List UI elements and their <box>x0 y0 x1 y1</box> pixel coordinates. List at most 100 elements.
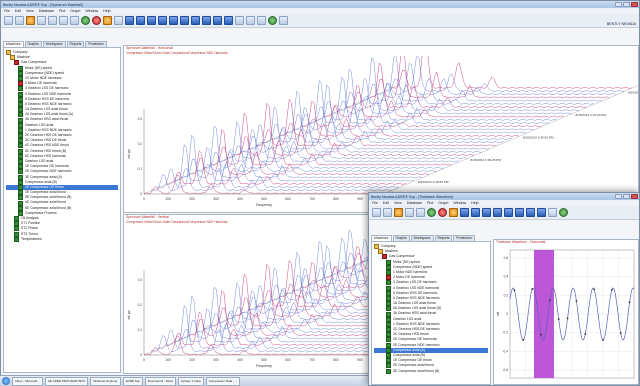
print-icon[interactable] <box>37 16 46 25</box>
front-menu-file[interactable]: File <box>372 201 378 205</box>
tree-item[interactable]: ST1 Position <box>6 221 118 227</box>
tree-item[interactable]: Compressor axial (B) <box>6 180 118 185</box>
copy-icon[interactable] <box>416 208 425 217</box>
settings-icon[interactable] <box>257 16 266 25</box>
taskbar-task[interactable]: Compressor Data - ... <box>205 376 241 386</box>
stop-icon[interactable] <box>92 16 101 25</box>
tree-item[interactable]: 5C Gearbox HSS thrust (B) <box>6 149 118 154</box>
tree-item[interactable]: 2A Gearbox LSS axial thrust (B) <box>374 306 488 312</box>
grid-icon[interactable] <box>548 208 557 217</box>
refresh-icon[interactable] <box>559 208 568 217</box>
tree-item[interactable]: Motor (DE) speed <box>6 66 118 71</box>
tree-item[interactable]: 5 Gearbox HSS DE harmonic <box>374 291 488 296</box>
front-machine-tree[interactable]: Company Machine Gas Compressor Motor (DE) s… <box>371 241 491 385</box>
plot-bar-icon[interactable] <box>224 16 233 25</box>
tree-item[interactable]: Compressor (NDE) speed <box>6 71 118 76</box>
tree-item[interactable]: 2 Motor DE harmonic <box>6 81 118 87</box>
grid-icon[interactable] <box>246 16 255 25</box>
tree-item[interactable]: 6 Gearbox HSS NDE harmonic <box>6 102 118 107</box>
tree-item[interactable]: Machine <box>6 55 118 61</box>
tree-item[interactable]: Gearbox LSS axial <box>374 317 488 322</box>
front-menu-edit[interactable]: Edit <box>382 201 389 205</box>
tab-protection[interactable]: Protection <box>85 41 107 47</box>
tree-item[interactable]: Company <box>374 244 488 250</box>
tree-item[interactable]: 3 Gearbox LSS DE harmonic <box>6 86 118 92</box>
taskbar-task[interactable]: GE ADRE PROGRAM INFO <box>44 376 89 386</box>
copy-icon[interactable] <box>59 16 68 25</box>
menu-view[interactable]: View <box>26 9 34 13</box>
tree-item[interactable]: Company <box>6 50 118 56</box>
front-tab-graphs[interactable]: Graphs <box>392 235 410 241</box>
plot-polar-icon[interactable] <box>136 16 145 25</box>
close-button[interactable] <box>631 2 638 7</box>
tree-item[interactable]: 1X Motor NDE harmonic <box>6 76 118 82</box>
front-tab-reports[interactable]: Reports <box>434 235 453 241</box>
connect-icon[interactable] <box>81 16 90 25</box>
menu-help[interactable]: Help <box>103 9 111 13</box>
tree-item[interactable]: 3C Gearbox HSS thrust <box>374 332 488 338</box>
highlight-band[interactable] <box>534 250 554 378</box>
tab-workspace[interactable]: Workspace <box>42 41 66 47</box>
tree-item[interactable]: 1E Compressor DE thrust <box>374 358 488 364</box>
waterfall-top-plot[interactable]: 0100200300400500600700800900100000.10.20… <box>124 56 638 212</box>
front-menu-view[interactable]: View <box>394 201 402 205</box>
front-maximize-button[interactable] <box>623 194 630 199</box>
tree-item[interactable]: 3E Compressor axial thrust (B) <box>6 195 118 201</box>
menu-graph[interactable]: Graph <box>70 9 81 13</box>
tree-item[interactable]: 2C Gearbox HSS DE harmonic <box>374 327 488 333</box>
timebase-waveform-plot[interactable]: 0.6 0.4 0.2 0 -0.2 -0.4 -0.6 mil <box>494 246 638 384</box>
tree-item[interactable]: 4C Gearbox HSS NDE thrust <box>6 143 118 149</box>
front-close-button[interactable] <box>631 194 638 199</box>
tree-item[interactable]: 5E Compressor axial thrust (B) <box>6 206 118 211</box>
taskbar-task[interactable]: Document1 - Word <box>144 376 177 386</box>
taskbar-task[interactable]: Windows Explorer <box>90 376 121 386</box>
tree-item[interactable]: Gearbox LSS axial <box>6 159 118 165</box>
tree-item[interactable]: 4 Gearbox LSS NDE harmonic <box>374 286 488 291</box>
tree-item[interactable]: 2E Compressor NDE harmonic <box>6 169 118 175</box>
machine-tree[interactable]: Company Machine Gas Compressor Motor (DE) s… <box>3 47 121 373</box>
menu-edit[interactable]: Edit <box>14 9 21 13</box>
tree-item[interactable]: ST2 Phase <box>6 226 118 232</box>
tree-item[interactable]: 1 Motor NDE harmonic <box>374 270 488 276</box>
tree-item[interactable]: 3E Compressor axial (A) <box>6 175 118 180</box>
plot-polar-icon[interactable] <box>471 208 480 217</box>
tree-item[interactable]: 4E Compressor axial thrust <box>6 200 118 206</box>
front-tab-machines[interactable]: Machines <box>371 235 392 241</box>
tree-item[interactable]: 1E Compressor DE harmonic <box>6 164 118 170</box>
open-icon[interactable] <box>15 16 24 25</box>
plot-timebase-icon[interactable] <box>493 208 502 217</box>
tree-item[interactable]: Compressor axial (A) <box>374 347 488 353</box>
tree-item[interactable]: 5 Gearbox HSS DE harmonic <box>6 97 118 102</box>
front-menu-help[interactable]: Help <box>471 201 479 205</box>
tree-item[interactable]: Compressor Process <box>6 211 118 216</box>
tree-item[interactable]: 2E Compressor axial thrust <box>6 190 118 196</box>
tree-item[interactable]: 1 Gearbox HSS NDE harmonic <box>6 128 118 133</box>
plot-orbit-icon[interactable] <box>147 16 156 25</box>
front-tab-workspace[interactable]: Workspace <box>410 235 434 241</box>
save-icon[interactable] <box>26 16 35 25</box>
plot-bar-icon[interactable] <box>537 208 546 217</box>
tree-item[interactable]: 6C Gearbox HSS harmonic <box>6 154 118 159</box>
tree-item[interactable]: Compressor axial (B) <box>374 353 488 359</box>
tree-item[interactable]: Gas Compressor <box>374 254 488 260</box>
taskbar-task[interactable]: ADRE Sxp <box>122 376 143 386</box>
tree-item[interactable]: 1A Gearbox LSS axial thrust <box>6 107 118 113</box>
zoom-icon[interactable] <box>114 16 123 25</box>
stop-icon[interactable] <box>438 208 447 217</box>
tab-machines[interactable]: Machines <box>3 41 24 47</box>
tree-item[interactable]: Motor (DE) speed <box>374 260 488 265</box>
taskbar-task[interactable]: Inbox - Microsoft... <box>12 376 43 386</box>
tree-item[interactable]: 1E Compressor DE harmonic <box>374 337 488 343</box>
front-menu-plot[interactable]: Plot <box>427 201 434 205</box>
tree-item[interactable]: Compressor (NDE) speed <box>374 265 488 270</box>
tab-reports[interactable]: Reports <box>66 41 85 47</box>
tree-item[interactable]: 2 Motor DE harmonic <box>374 275 488 281</box>
tree-item[interactable]: 1E Compressor DE thrust <box>6 184 118 191</box>
tree-item[interactable]: Oil Analysis <box>6 216 118 222</box>
alarm-icon[interactable] <box>103 16 112 25</box>
menu-database[interactable]: Database <box>38 9 55 13</box>
paste-icon[interactable] <box>70 16 79 25</box>
cut-icon[interactable] <box>48 16 57 25</box>
tree-item[interactable]: Temperatures <box>6 237 118 242</box>
front-menu-database[interactable]: Database <box>406 201 423 205</box>
